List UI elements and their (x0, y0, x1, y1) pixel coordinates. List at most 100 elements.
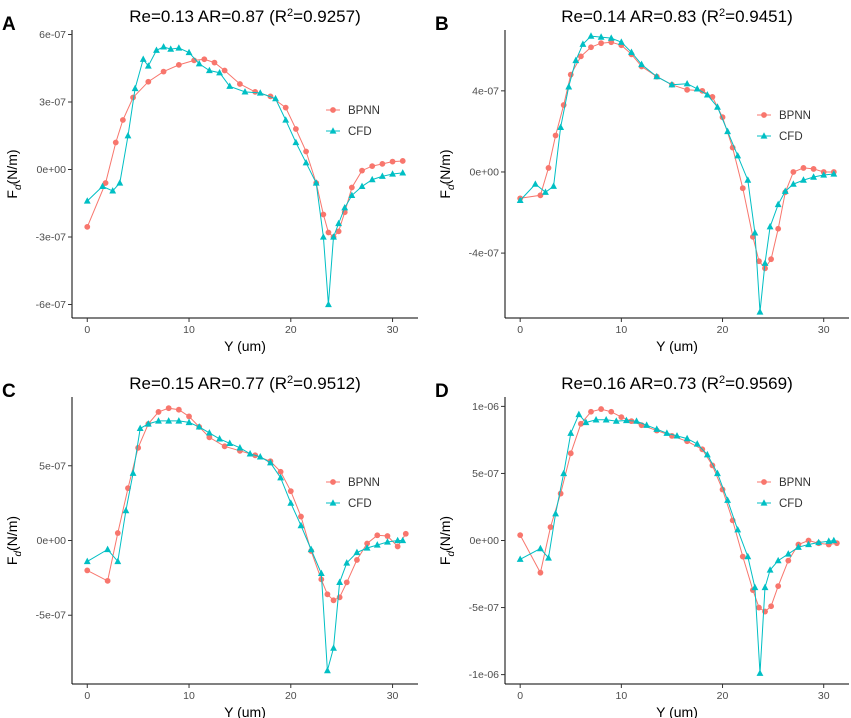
y-tick-label: -5e-07 (469, 602, 500, 614)
data-point-bpnn (114, 530, 121, 536)
data-point-cfd (205, 66, 213, 74)
legend-marker (330, 479, 336, 485)
data-point-cfd (116, 179, 124, 186)
data-point-cfd (703, 91, 711, 98)
data-point-cfd (761, 259, 769, 266)
y-tick-label: 3e-07 (39, 97, 66, 109)
x-tick-label: 20 (285, 324, 297, 336)
data-point-bpnn (785, 557, 792, 564)
data-point-bpnn (588, 408, 594, 415)
data-point-bpnn (145, 78, 152, 85)
chart-title-main: Re=0.13 AR=0.87 (R (129, 7, 287, 26)
y-tick-label: 0e+00 (37, 164, 67, 176)
data-point-bpnn (577, 53, 584, 60)
data-point-cfd (572, 56, 580, 64)
data-point-cfd (246, 450, 254, 457)
data-point-cfd (673, 432, 681, 439)
data-point-cfd (389, 170, 396, 177)
data-point-cfd (373, 541, 381, 548)
data-point-bpnn (756, 604, 762, 611)
data-point-cfd (663, 429, 671, 436)
y-axis-label: Fd(N/m) (4, 516, 24, 565)
y-tick-label: 0e+00 (37, 535, 67, 547)
data-point-cfd (683, 79, 691, 87)
data-point-cfd (810, 173, 818, 180)
data-point-cfd (693, 85, 701, 92)
data-point-cfd (668, 80, 676, 88)
data-point-bpnn (379, 160, 386, 167)
data-point-cfd (399, 536, 407, 544)
data-point-cfd (302, 158, 310, 166)
x-tick-label: 30 (387, 690, 399, 702)
legend-item-bpnn: BPNN (326, 477, 380, 489)
data-point-cfd (282, 116, 290, 123)
data-point-bpnn (756, 258, 762, 265)
data-point-bpnn (402, 530, 409, 537)
data-point-cfd (815, 538, 823, 546)
y-tick-label: 5e-07 (472, 468, 499, 480)
data-point-cfd (774, 556, 782, 564)
data-point-cfd (545, 554, 552, 561)
data-point-cfd (531, 180, 539, 187)
data-point-cfd (703, 450, 711, 458)
data-point-cfd (368, 175, 376, 183)
chart-title: Re=0.14 AR=0.83 (R2=0.9451) (561, 7, 793, 26)
data-point-cfd (542, 188, 549, 195)
panel-label: C (2, 381, 16, 402)
data-point-cfd (307, 545, 315, 553)
data-point-cfd (330, 644, 337, 651)
data-point-bpnn (84, 567, 91, 574)
chart-title-superscript: 2 (287, 374, 293, 386)
data-point-bpnn (102, 180, 109, 186)
data-point-cfd (353, 548, 361, 556)
legend-marker (760, 132, 768, 139)
panel-label: B (435, 14, 449, 35)
legend-marker (329, 499, 337, 506)
data-point-cfd (160, 43, 168, 50)
x-tick-label: 10 (616, 690, 628, 702)
x-axis-label: Y (um) (656, 704, 698, 718)
chart-title: Re=0.15 AR=0.77 (R2=0.9512) (129, 374, 361, 393)
data-point-cfd (774, 200, 782, 208)
data-point-bpnn (112, 139, 119, 146)
data-point-cfd (131, 84, 139, 92)
x-tick-label: 20 (717, 690, 729, 702)
chart-title-superscript: 2 (719, 7, 725, 19)
data-point-cfd (800, 176, 807, 183)
data-point-bpnn (135, 444, 142, 451)
data-point-bpnn (84, 223, 91, 230)
data-point-bpnn (547, 524, 554, 530)
data-point-bpnn (201, 56, 208, 63)
data-point-bpnn (325, 229, 332, 236)
data-point-bpnn (211, 59, 218, 66)
data-point-cfd (587, 32, 595, 39)
data-point-bpnn (369, 163, 376, 170)
data-point-bpnn (537, 569, 544, 576)
series-cfd (83, 43, 407, 308)
legend-label: CFD (348, 126, 372, 138)
data-point-cfd (312, 179, 320, 186)
series-bpnn (84, 56, 406, 240)
data-point-cfd (761, 583, 769, 591)
data-point-cfd (384, 538, 391, 545)
data-point-cfd (622, 416, 630, 424)
data-point-cfd (805, 540, 812, 548)
data-point-cfd (297, 521, 305, 529)
data-point-bpnn (155, 409, 162, 415)
data-point-bpnn (175, 61, 182, 68)
x-tick-label: 0 (517, 690, 523, 702)
data-point-cfd (122, 506, 130, 514)
data-point-cfd (277, 473, 285, 481)
data-point-cfd (744, 552, 752, 560)
data-point-cfd (756, 308, 764, 315)
data-point-cfd (557, 123, 565, 131)
data-point-bpnn (186, 413, 192, 420)
data-point-cfd (330, 233, 337, 240)
series-cfd (516, 410, 838, 676)
data-point-bpnn (775, 583, 782, 589)
legend-marker (330, 107, 336, 113)
data-point-bpnn (739, 185, 746, 192)
chart-title-superscript: 2 (287, 7, 293, 19)
data-point-bpnn (237, 81, 243, 87)
data-point-bpnn (175, 406, 182, 413)
